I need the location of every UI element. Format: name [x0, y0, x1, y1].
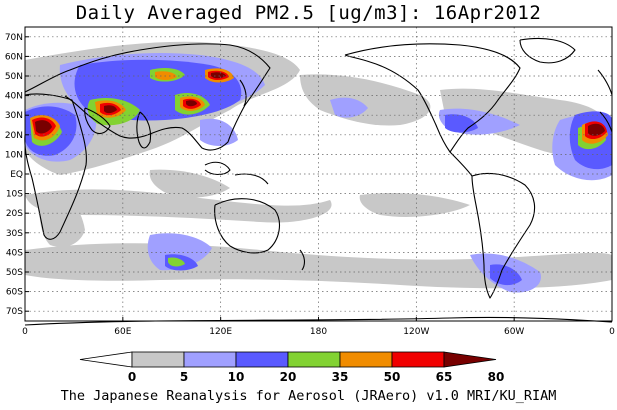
colorbar-segments [79, 351, 497, 368]
map-title: Daily Averaged PM2.5 [ug/m3]: 16Apr2012 [75, 2, 542, 24]
coastlines [24, 37, 613, 326]
lat-tick-label: 40S [6, 248, 23, 258]
lat-tick-label: 20N [5, 131, 23, 141]
lon-tick-label: 120W [403, 327, 429, 337]
lat-tick-label: 60S [6, 288, 23, 298]
lat-tick-label: 50S [6, 268, 23, 278]
colorbar-segment [235, 351, 289, 368]
colorbar-labels: 0 5 10 20 35 50 65 80 [128, 370, 505, 384]
colorbar-segment [131, 351, 185, 368]
colorbar-segment [183, 351, 237, 368]
graticule [25, 27, 612, 321]
colorbar-level-label: 10 [228, 370, 245, 384]
lat-tick-label: 50N [5, 72, 23, 82]
colorbar-level-label: 20 [280, 370, 297, 384]
colorbar-level-label: 0 [128, 370, 136, 384]
lat-tick-label: 40N [5, 92, 23, 102]
colorbar-min-arrow [79, 351, 133, 368]
lon-tick-label: 0 [609, 327, 615, 337]
latitude-labels: 70N 60N 50N 40N 30N 20N 10N EQ 10S 20S 30S 40S 50S 60… [5, 33, 29, 317]
longitude-labels: 0 60E 120E 180 120W 60W 0 [22, 317, 615, 337]
lon-tick-label: 0 [22, 327, 28, 337]
lon-tick-label: 60E [114, 327, 131, 337]
lat-tick-label: 20S [6, 209, 23, 219]
lon-tick-label: 180 [310, 327, 327, 337]
lon-tick-label: 120E [209, 327, 232, 337]
lon-tick-label: 60W [504, 327, 524, 337]
pm25-concentration-fields [25, 41, 612, 293]
lat-tick-label: EQ [10, 170, 23, 180]
lat-tick-label: 30S [6, 229, 23, 239]
lat-tick-label: 70N [5, 33, 23, 43]
footer-credit: The Japanese Reanalysis for Aerosol (JRA… [60, 388, 557, 404]
pm25-map: 70N 60N 50N 40N 30N 20N 10N EQ 10S 20S 30S 40S 50S 60… [5, 26, 615, 337]
colorbar-segment [391, 351, 445, 368]
colorbar-level-label: 65 [436, 370, 453, 384]
lat-tick-label: 10N [5, 150, 23, 160]
colorbar-level-label: 50 [384, 370, 401, 384]
lat-tick-label: 60N [5, 52, 23, 62]
colorbar-level-label: 5 [180, 370, 188, 384]
colorbar-segment [339, 351, 393, 368]
lat-tick-label: 70S [6, 307, 23, 317]
colorbar-level-label: 35 [332, 370, 349, 384]
colorbar-level-label: 80 [488, 370, 505, 384]
lat-tick-label: 30N [5, 111, 23, 121]
colorbar-max-arrow [443, 351, 497, 368]
colorbar-segment [287, 351, 341, 368]
lat-tick-label: 10S [6, 190, 23, 200]
